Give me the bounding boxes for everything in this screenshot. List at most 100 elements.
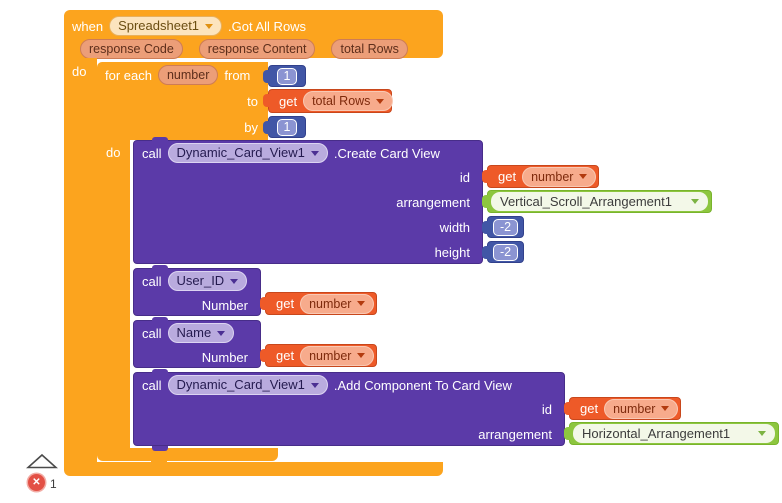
component-block-horizontal-arrangement1[interactable]: Horizontal_Arrangement1: [564, 422, 779, 445]
for-each-do-rail[interactable]: do: [97, 140, 130, 448]
arg-label-arrangement: arrangement: [396, 195, 470, 210]
arg-row-arrangement: arrangement: [134, 190, 482, 215]
get-keyword: get: [498, 169, 517, 184]
variable-dropdown-label: total Rows: [312, 94, 371, 108]
get-keyword: get: [580, 401, 599, 416]
arg-label-id: id: [459, 170, 470, 185]
component-dropdown-user-id[interactable]: User_ID: [167, 271, 248, 291]
component-dropdown-label: Dynamic_Card_View1: [176, 377, 305, 392]
component-dropdown-spreadsheet1[interactable]: Spreadsheet1: [109, 16, 223, 36]
warnings-toggle-button[interactable]: [25, 452, 59, 470]
puzzle-tab: [482, 246, 490, 259]
next-connector-bump: [151, 461, 167, 466]
variable-dropdown-label: number: [309, 296, 352, 311]
when-header-row: when Spreadsheet1 .Got All Rows: [64, 10, 443, 39]
event-param-total-rows[interactable]: total Rows: [331, 39, 408, 59]
call-user-id-block[interactable]: call User_ID Number: [133, 265, 261, 317]
method-name-label: .Create Card View: [333, 145, 440, 161]
chevron-down-icon: [357, 353, 366, 358]
get-keyword: get: [276, 348, 295, 363]
get-variable-block-number[interactable]: get number: [260, 292, 377, 315]
call-create-card-view-block[interactable]: call Dynamic_Card_View1 .Create Card Vie…: [133, 137, 483, 265]
chevron-down-icon: [217, 330, 226, 336]
chevron-down-icon: [310, 150, 319, 156]
error-count-label: 1: [50, 477, 57, 491]
when-do-label: do: [72, 64, 87, 79]
arg-label-arrangement: arrangement: [478, 427, 552, 442]
puzzle-tab: [564, 402, 572, 415]
call-add-component-to-card-view-block[interactable]: call Dynamic_Card_View1 .Add Component T…: [133, 369, 565, 451]
chevron-down-icon: [758, 431, 766, 436]
component-dropdown-label: Vertical_Scroll_Arrangement1: [500, 194, 672, 209]
by-label: by: [244, 119, 258, 135]
when-event-block[interactable]: when Spreadsheet1 .Got All Rows response…: [64, 10, 443, 59]
chevron-down-icon: [661, 406, 670, 411]
puzzle-tab: [263, 94, 271, 107]
get-variable-block-total-rows[interactable]: get total Rows: [263, 89, 394, 113]
arg-label-number: Number: [201, 297, 248, 313]
variable-dropdown-number[interactable]: number: [522, 166, 597, 187]
arg-label-number: Number: [201, 349, 248, 365]
for-each-block-bottom[interactable]: [97, 448, 278, 466]
when-block-bottom[interactable]: [64, 462, 443, 476]
call-keyword: call: [142, 273, 162, 289]
variable-dropdown-label: number: [531, 169, 574, 184]
when-keyword: when: [72, 18, 104, 34]
variable-dropdown-number[interactable]: number: [300, 345, 375, 366]
event-param-response-content[interactable]: response Content: [198, 39, 316, 59]
event-params-row: response Code response Content total Row…: [64, 39, 443, 59]
number-value-field[interactable]: 1: [276, 67, 298, 85]
prev-connector-bump: [152, 317, 168, 322]
from-label: from: [224, 67, 251, 83]
warning-triangle-icon: [25, 453, 59, 469]
chevron-down-icon: [310, 382, 319, 388]
component-dropdown-name[interactable]: Name: [167, 323, 235, 343]
error-count-icon[interactable]: ✕: [28, 474, 45, 491]
arg-row-number: Number: [134, 345, 260, 369]
component-dropdown-vertical-scroll-arrangement1[interactable]: Vertical_Scroll_Arrangement1: [491, 192, 708, 211]
to-label: to: [247, 93, 258, 109]
for-each-header-row: for each number from: [97, 62, 268, 88]
arg-row-number: Number: [134, 293, 260, 317]
chevron-down-icon: [230, 278, 239, 284]
number-value-field[interactable]: -2: [492, 218, 519, 236]
event-param-response-code[interactable]: response Code: [80, 39, 183, 59]
puzzle-tab: [260, 349, 268, 362]
component-dropdown-label: Horizontal_Arrangement1: [582, 426, 731, 441]
component-dropdown-dynamic-card-view1[interactable]: Dynamic_Card_View1: [167, 143, 328, 163]
chevron-down-icon: [205, 23, 214, 29]
get-variable-block-number[interactable]: get number: [260, 344, 377, 367]
component-dropdown-dynamic-card-view1[interactable]: Dynamic_Card_View1: [167, 375, 328, 395]
variable-dropdown-total-rows[interactable]: total Rows: [303, 91, 394, 111]
call-keyword: call: [142, 145, 162, 161]
get-variable-block-number[interactable]: get number: [482, 165, 599, 188]
arg-row-height: height: [134, 240, 482, 265]
loop-variable-chip[interactable]: number: [157, 65, 219, 85]
variable-dropdown-number[interactable]: number: [604, 398, 679, 419]
number-value-field[interactable]: -2: [492, 243, 519, 261]
number-literal-block-by[interactable]: 1: [263, 116, 306, 138]
for-each-block[interactable]: for each number from to by: [97, 62, 268, 140]
number-literal-block-width[interactable]: -2: [482, 216, 524, 238]
call-name-block[interactable]: call Name Number: [133, 317, 261, 369]
variable-dropdown-number[interactable]: number: [300, 293, 375, 314]
get-variable-block-number[interactable]: get number: [564, 397, 681, 420]
call-header-row: call Dynamic_Card_View1 .Create Card Vie…: [134, 141, 482, 165]
chevron-down-icon: [376, 98, 385, 104]
number-literal-block-from[interactable]: 1: [263, 65, 306, 87]
arg-label-width: width: [439, 220, 470, 235]
loop-variable-label: number: [166, 68, 210, 82]
number-value-field[interactable]: 1: [276, 118, 298, 136]
next-connector-bump: [152, 446, 168, 451]
puzzle-tab: [482, 170, 490, 183]
component-dropdown-horizontal-arrangement1[interactable]: Horizontal_Arrangement1: [573, 424, 775, 443]
component-dropdown-label: Name: [176, 325, 212, 340]
number-literal-block-height[interactable]: -2: [482, 241, 524, 263]
call-header-row: call Name: [134, 321, 260, 345]
get-keyword: get: [279, 93, 298, 109]
component-block-vertical-scroll-arrangement1[interactable]: Vertical_Scroll_Arrangement1: [482, 190, 712, 213]
for-each-keyword: for each: [105, 67, 152, 83]
for-each-to-row: to: [97, 88, 268, 114]
when-do-rail[interactable]: do: [64, 58, 97, 462]
